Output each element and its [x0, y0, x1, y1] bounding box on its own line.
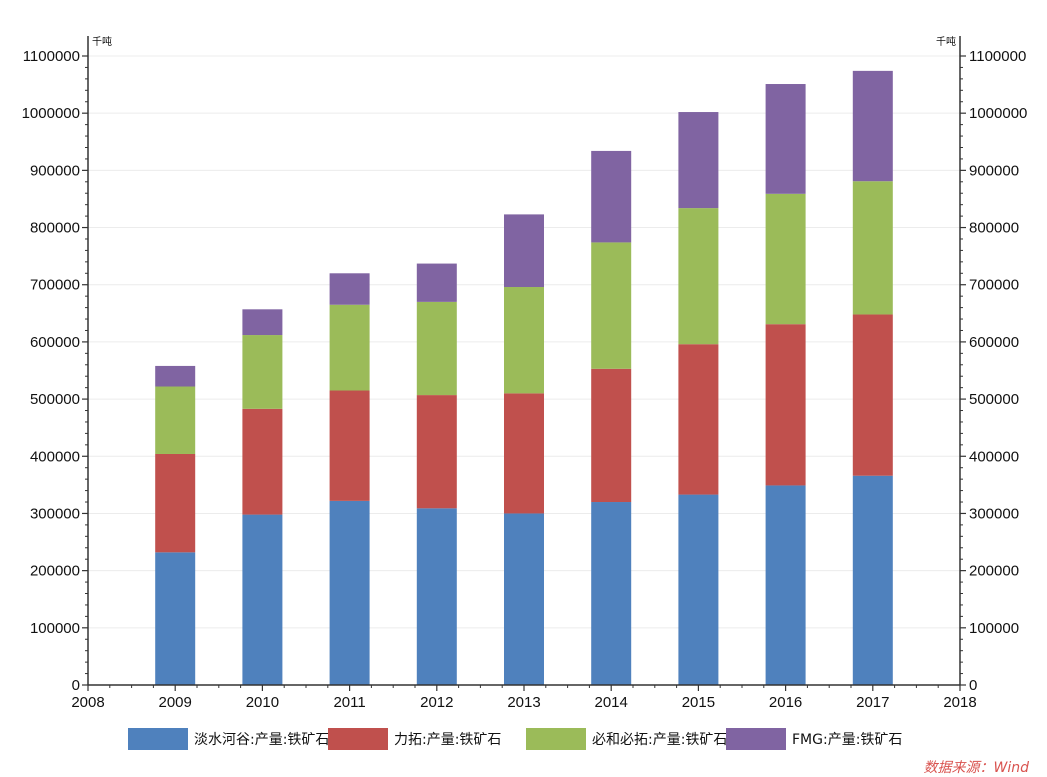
x-tick-label: 2014 [595, 694, 628, 711]
y-tick-label-right: 1000000 [969, 105, 1027, 122]
x-tick-label: 2016 [769, 694, 802, 711]
x-tick-label: 2009 [159, 694, 192, 711]
bars [155, 70, 893, 685]
bar-segment [678, 494, 719, 685]
bar-segment [504, 287, 544, 394]
y-tick-label-left: 0 [72, 677, 80, 694]
source-note: 数据来源：Wind [923, 760, 1030, 776]
y-tick-label-left: 700000 [30, 277, 80, 294]
legend-swatch [128, 728, 188, 750]
y-tick-label-right: 0 [969, 677, 977, 694]
x-tick-label: 2011 [333, 694, 365, 711]
bar-segment [155, 453, 196, 553]
bar-segment [678, 112, 719, 209]
bar-segment [504, 214, 544, 288]
bar-segment [329, 273, 370, 305]
y-tick-label-right: 1100000 [969, 48, 1026, 65]
y-tick-label-right: 300000 [969, 505, 1019, 522]
legend-swatch [726, 728, 786, 750]
y-tick-label-right: 200000 [969, 563, 1019, 580]
bar-segment [242, 514, 283, 685]
bar-segment [852, 70, 893, 182]
bar-segment [416, 508, 457, 685]
x-tick-label: 2017 [856, 694, 889, 711]
y-tick-label-right: 900000 [969, 162, 1019, 179]
bar-segment [242, 408, 283, 515]
bar-segment [504, 393, 544, 514]
y-tick-label-right: 100000 [969, 620, 1019, 637]
y-tick-label-right: 800000 [969, 220, 1019, 237]
left-unit-label: 千吨 [92, 35, 112, 48]
x-tick-label: 2015 [682, 694, 715, 711]
y-tick-label-left: 1000000 [22, 105, 80, 122]
bar-segment [416, 263, 457, 302]
bar-segment [329, 390, 370, 501]
legend-label: 必和必拓:产量:铁矿石 [592, 732, 728, 748]
legend-item: 必和必拓:产量:铁矿石 [526, 726, 727, 752]
bar-segment [765, 193, 806, 325]
x-tick-label: 2012 [420, 694, 453, 711]
bar-segment [242, 335, 283, 409]
legend-swatch [328, 728, 388, 750]
x-tick-label: 2018 [943, 694, 976, 711]
right-y-axis: 0 100000 200000 300000 400000 500000 600000 700… [960, 48, 1027, 694]
bar-segment [416, 301, 457, 396]
y-tick-label-right: 700000 [969, 277, 1019, 294]
y-tick-label-left: 200000 [30, 563, 80, 580]
bar-segment [155, 386, 196, 454]
bar-segment [329, 304, 370, 391]
bar-segment [852, 181, 893, 315]
bar-segment [242, 309, 283, 336]
legend-label: 淡水河谷:产量:铁矿石 [194, 732, 330, 748]
y-tick-label-left: 500000 [30, 391, 80, 408]
y-tick-label-left: 800000 [30, 220, 80, 237]
bar-segment [155, 365, 196, 387]
right-unit-label: 千吨 [936, 35, 956, 48]
y-tick-label-left: 300000 [30, 505, 80, 522]
bar-segment [852, 475, 893, 685]
y-tick-label-right: 600000 [969, 334, 1019, 351]
legend-item: FMG:产量:铁矿石 [726, 726, 902, 752]
y-tick-label-left: 1100000 [23, 48, 80, 65]
y-tick-label-left: 100000 [30, 620, 80, 637]
x-tick-label: 2010 [246, 694, 279, 711]
y-tick-label-left: 600000 [30, 334, 80, 351]
bar-segment [591, 242, 632, 369]
legend-swatch [526, 728, 586, 750]
x-axis: 2008 2009 2010 2011 2012 2013 2014 2015 2016 2017… [71, 685, 977, 711]
x-tick-label: 2008 [71, 694, 104, 711]
left-y-axis: 0 100000 200000 300000 400000 500000 600000 700… [22, 48, 88, 694]
y-tick-label-right: 400000 [969, 448, 1019, 465]
y-tick-label-right: 500000 [969, 391, 1019, 408]
bar-segment [678, 344, 719, 495]
legend-item: 力拓:产量:铁矿石 [328, 726, 501, 752]
y-tick-label-left: 400000 [30, 448, 80, 465]
legend-item: 淡水河谷:产量:铁矿石 [128, 726, 329, 752]
x-tick-label: 2013 [507, 694, 540, 711]
bar-segment [504, 513, 544, 685]
bar-segment [765, 485, 806, 685]
legend-label: FMG:产量:铁矿石 [792, 732, 903, 748]
legend-label: 力拓:产量:铁矿石 [394, 732, 502, 748]
bar-segment [591, 502, 632, 685]
bar-segment [155, 552, 196, 685]
bar-segment [329, 500, 370, 685]
bar-segment [765, 84, 806, 194]
bar-segment [765, 324, 806, 486]
bar-segment [416, 395, 457, 509]
legend: 淡水河谷:产量:铁矿石 力拓:产量:铁矿石 必和必拓:产量:铁矿石 FMG:产量:铁矿… [128, 726, 928, 754]
bar-segment [852, 314, 893, 476]
bar-segment [678, 208, 719, 345]
y-tick-label-left: 900000 [30, 162, 80, 179]
bar-segment [591, 368, 632, 503]
bar-segment [591, 150, 632, 243]
